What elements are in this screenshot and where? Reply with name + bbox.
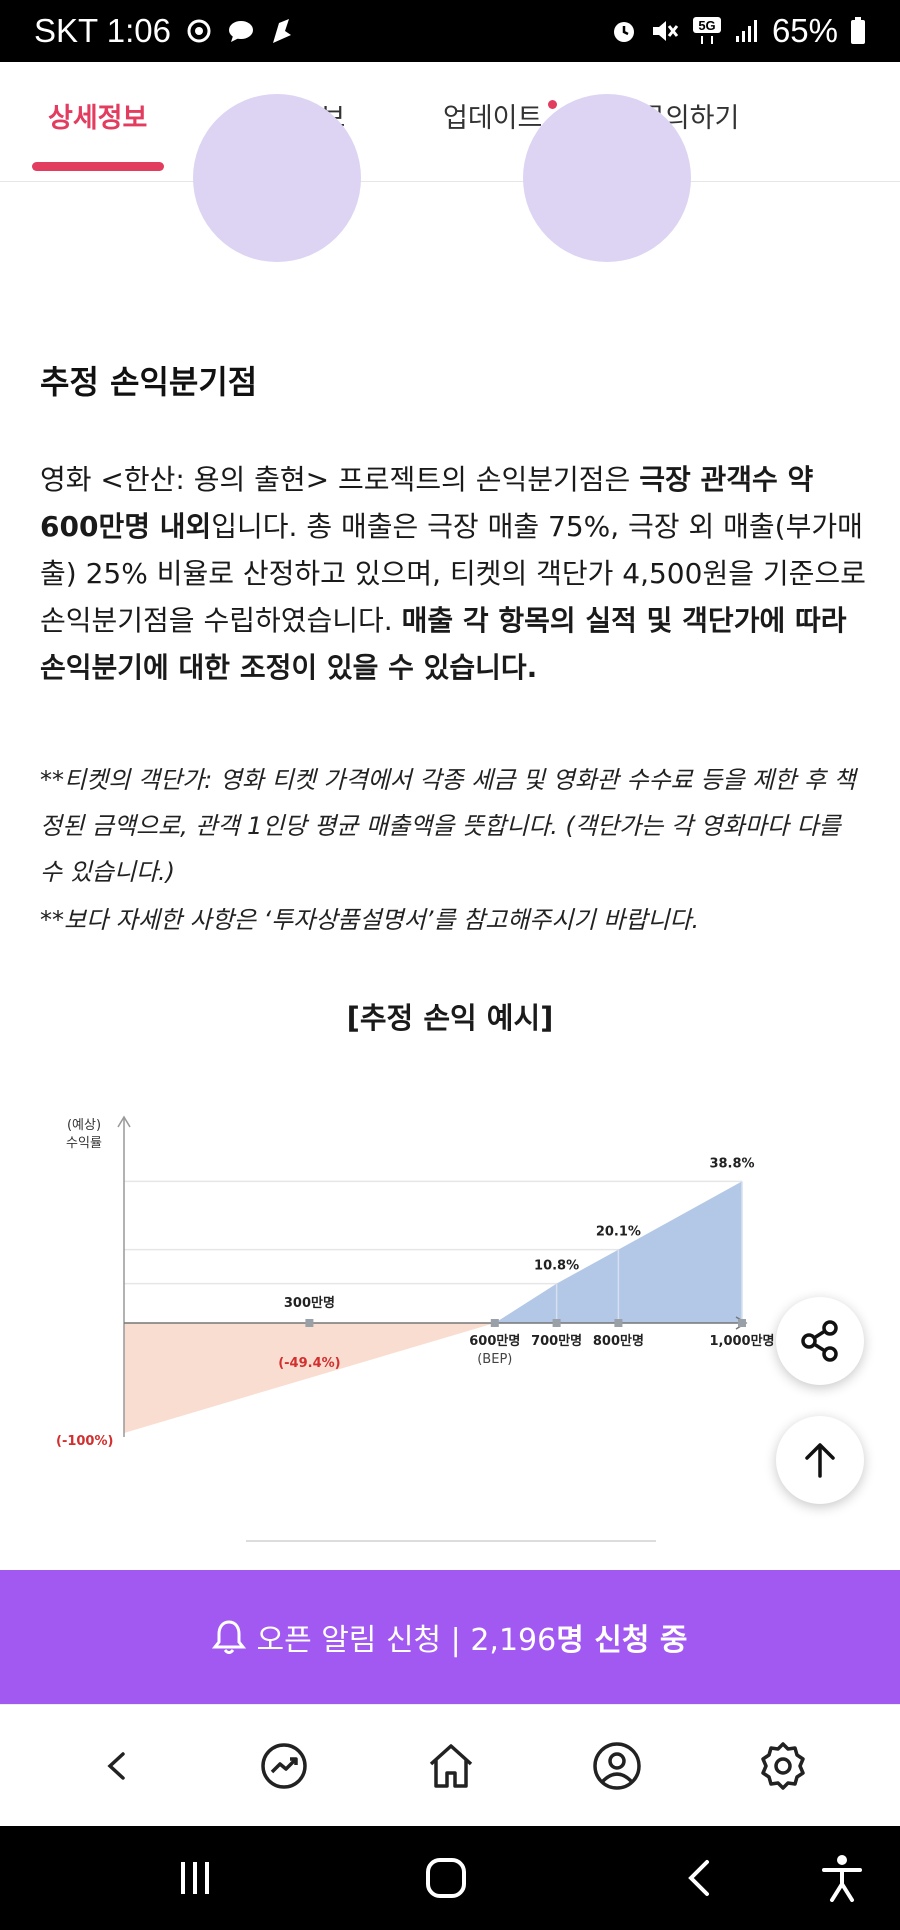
open-alert-cta[interactable]: 오픈 알림 신청 | 2,196 명 신청 중	[0, 1570, 900, 1704]
recent-apps-icon	[181, 1862, 209, 1894]
settings-status-icon	[185, 17, 213, 45]
back-system-button[interactable]	[668, 1848, 732, 1908]
network-label: 5G	[698, 18, 715, 33]
tab-indicator	[32, 162, 164, 171]
invest-nav-button[interactable]	[249, 1731, 319, 1801]
profile-icon	[593, 1742, 641, 1790]
chart-point	[552, 1319, 561, 1327]
alarm-icon	[610, 17, 638, 45]
chart-x-tick-label: 300만명	[284, 1295, 335, 1311]
back-system-icon	[688, 1860, 709, 1896]
bell-icon	[212, 1620, 247, 1654]
chart-loss-area	[124, 1323, 495, 1433]
home-system-icon	[426, 1858, 466, 1898]
cta-bold-text: 명 신청 중	[556, 1623, 688, 1658]
tab-update[interactable]: 업데이트	[443, 103, 543, 134]
cta-text: 오픈 알림 신청 | 2,196	[256, 1623, 557, 1658]
back-button[interactable]	[83, 1731, 153, 1801]
tab-bar: 상세정보 투자정보 업데이트 문의하기	[0, 62, 900, 182]
battery-icon	[850, 17, 866, 45]
accessibility-icon	[822, 1855, 862, 1902]
mute-icon	[650, 17, 680, 45]
chat-status-icon	[227, 19, 255, 43]
chart-x-tick-label: 600만명	[469, 1333, 520, 1349]
settings-icon	[761, 1742, 805, 1790]
home-icon	[429, 1744, 473, 1788]
chart-data-label: 10.8%	[534, 1259, 579, 1274]
status-bar: SKT 1:06 5G 65%	[0, 0, 900, 62]
battery-level: 65%	[771, 12, 838, 49]
chart-point	[738, 1319, 746, 1327]
chart-point	[614, 1319, 623, 1327]
para-text-2: 입니다. 총 매출은 극장 매출 75%, 극장 외 매출(부가매출) 25% …	[40, 510, 866, 637]
chart-point	[305, 1319, 314, 1327]
settings-button[interactable]	[748, 1731, 818, 1801]
chart-x-tick-label: 800만명	[593, 1333, 644, 1349]
note-reference: **보다 자세한 사항은 ‘투자상품설명서’를 참고해주시기 바랍니다.	[40, 906, 700, 934]
chart-icon	[261, 1743, 307, 1789]
accessibility-button[interactable]	[810, 1848, 874, 1908]
info-circle-right	[523, 94, 691, 262]
para-text-1: 영화 <한산: 용의 출현> 프로젝트의 손익분기점은	[40, 463, 640, 496]
recent-apps-button[interactable]	[163, 1848, 227, 1908]
chart-x-tick-label: 1,000만명	[709, 1333, 774, 1349]
chart-y-arrow	[117, 1115, 131, 1128]
system-nav-bar	[0, 1826, 900, 1930]
note-ticket-price: **티켓의 객단가: 영화 티켓 가격에서 각종 세금 및 영화관 수수료 등을…	[40, 766, 856, 886]
home-system-button[interactable]	[414, 1848, 478, 1908]
profile-button[interactable]	[582, 1731, 652, 1801]
update-badge	[548, 100, 557, 109]
arrow-up-icon	[805, 1443, 835, 1478]
chart-point	[490, 1319, 499, 1327]
chart-data-label: (-100%)	[56, 1434, 113, 1449]
app-status-icon	[269, 17, 293, 45]
share-icon	[801, 1320, 838, 1362]
home-button[interactable]	[416, 1731, 486, 1801]
tab-detail[interactable]: 상세정보	[48, 103, 148, 134]
carrier-time: SKT 1:06	[34, 12, 171, 49]
section-paragraph: 영화 <한산: 용의 출현> 프로젝트의 손익분기점은 극장 관객수 약 600…	[40, 456, 870, 691]
back-icon	[107, 1752, 125, 1780]
chart-data-label: 38.8%	[709, 1156, 754, 1171]
network-icon: 5G	[692, 16, 722, 46]
bottom-nav	[0, 1704, 900, 1826]
chart-bep-label: (BEP)	[477, 1352, 512, 1367]
chart-ylabel-1: (예상)	[67, 1118, 101, 1133]
para-bold-2: 매출 각 항목의 실적 및 객단가에 따라 손익분기에 대한 조정이 있을 수 …	[40, 604, 847, 684]
chart-data-label: (-49.4%)	[278, 1356, 340, 1371]
section-heading: 추정 손익분기점	[40, 363, 258, 401]
chart-title: [추정 손익 예시]	[346, 1001, 554, 1035]
signal-icon	[734, 18, 760, 44]
share-button[interactable]	[776, 1297, 864, 1385]
chart-data-label: 20.1%	[596, 1225, 641, 1240]
para-bold-1: 극장 관객수 약 600만명 내외	[40, 463, 814, 543]
chart-ylabel-2: 수익률	[66, 1136, 102, 1151]
chart-x-tick-label: 700만명	[531, 1333, 582, 1349]
info-circle-left	[193, 94, 361, 262]
content-divider	[246, 1540, 656, 1542]
profit-chart: (예상) 수익률 300만명 600만명 700만명 800만명 1,000만명 (BEP) (…	[56, 1115, 775, 1449]
scroll-top-button[interactable]	[776, 1416, 864, 1504]
